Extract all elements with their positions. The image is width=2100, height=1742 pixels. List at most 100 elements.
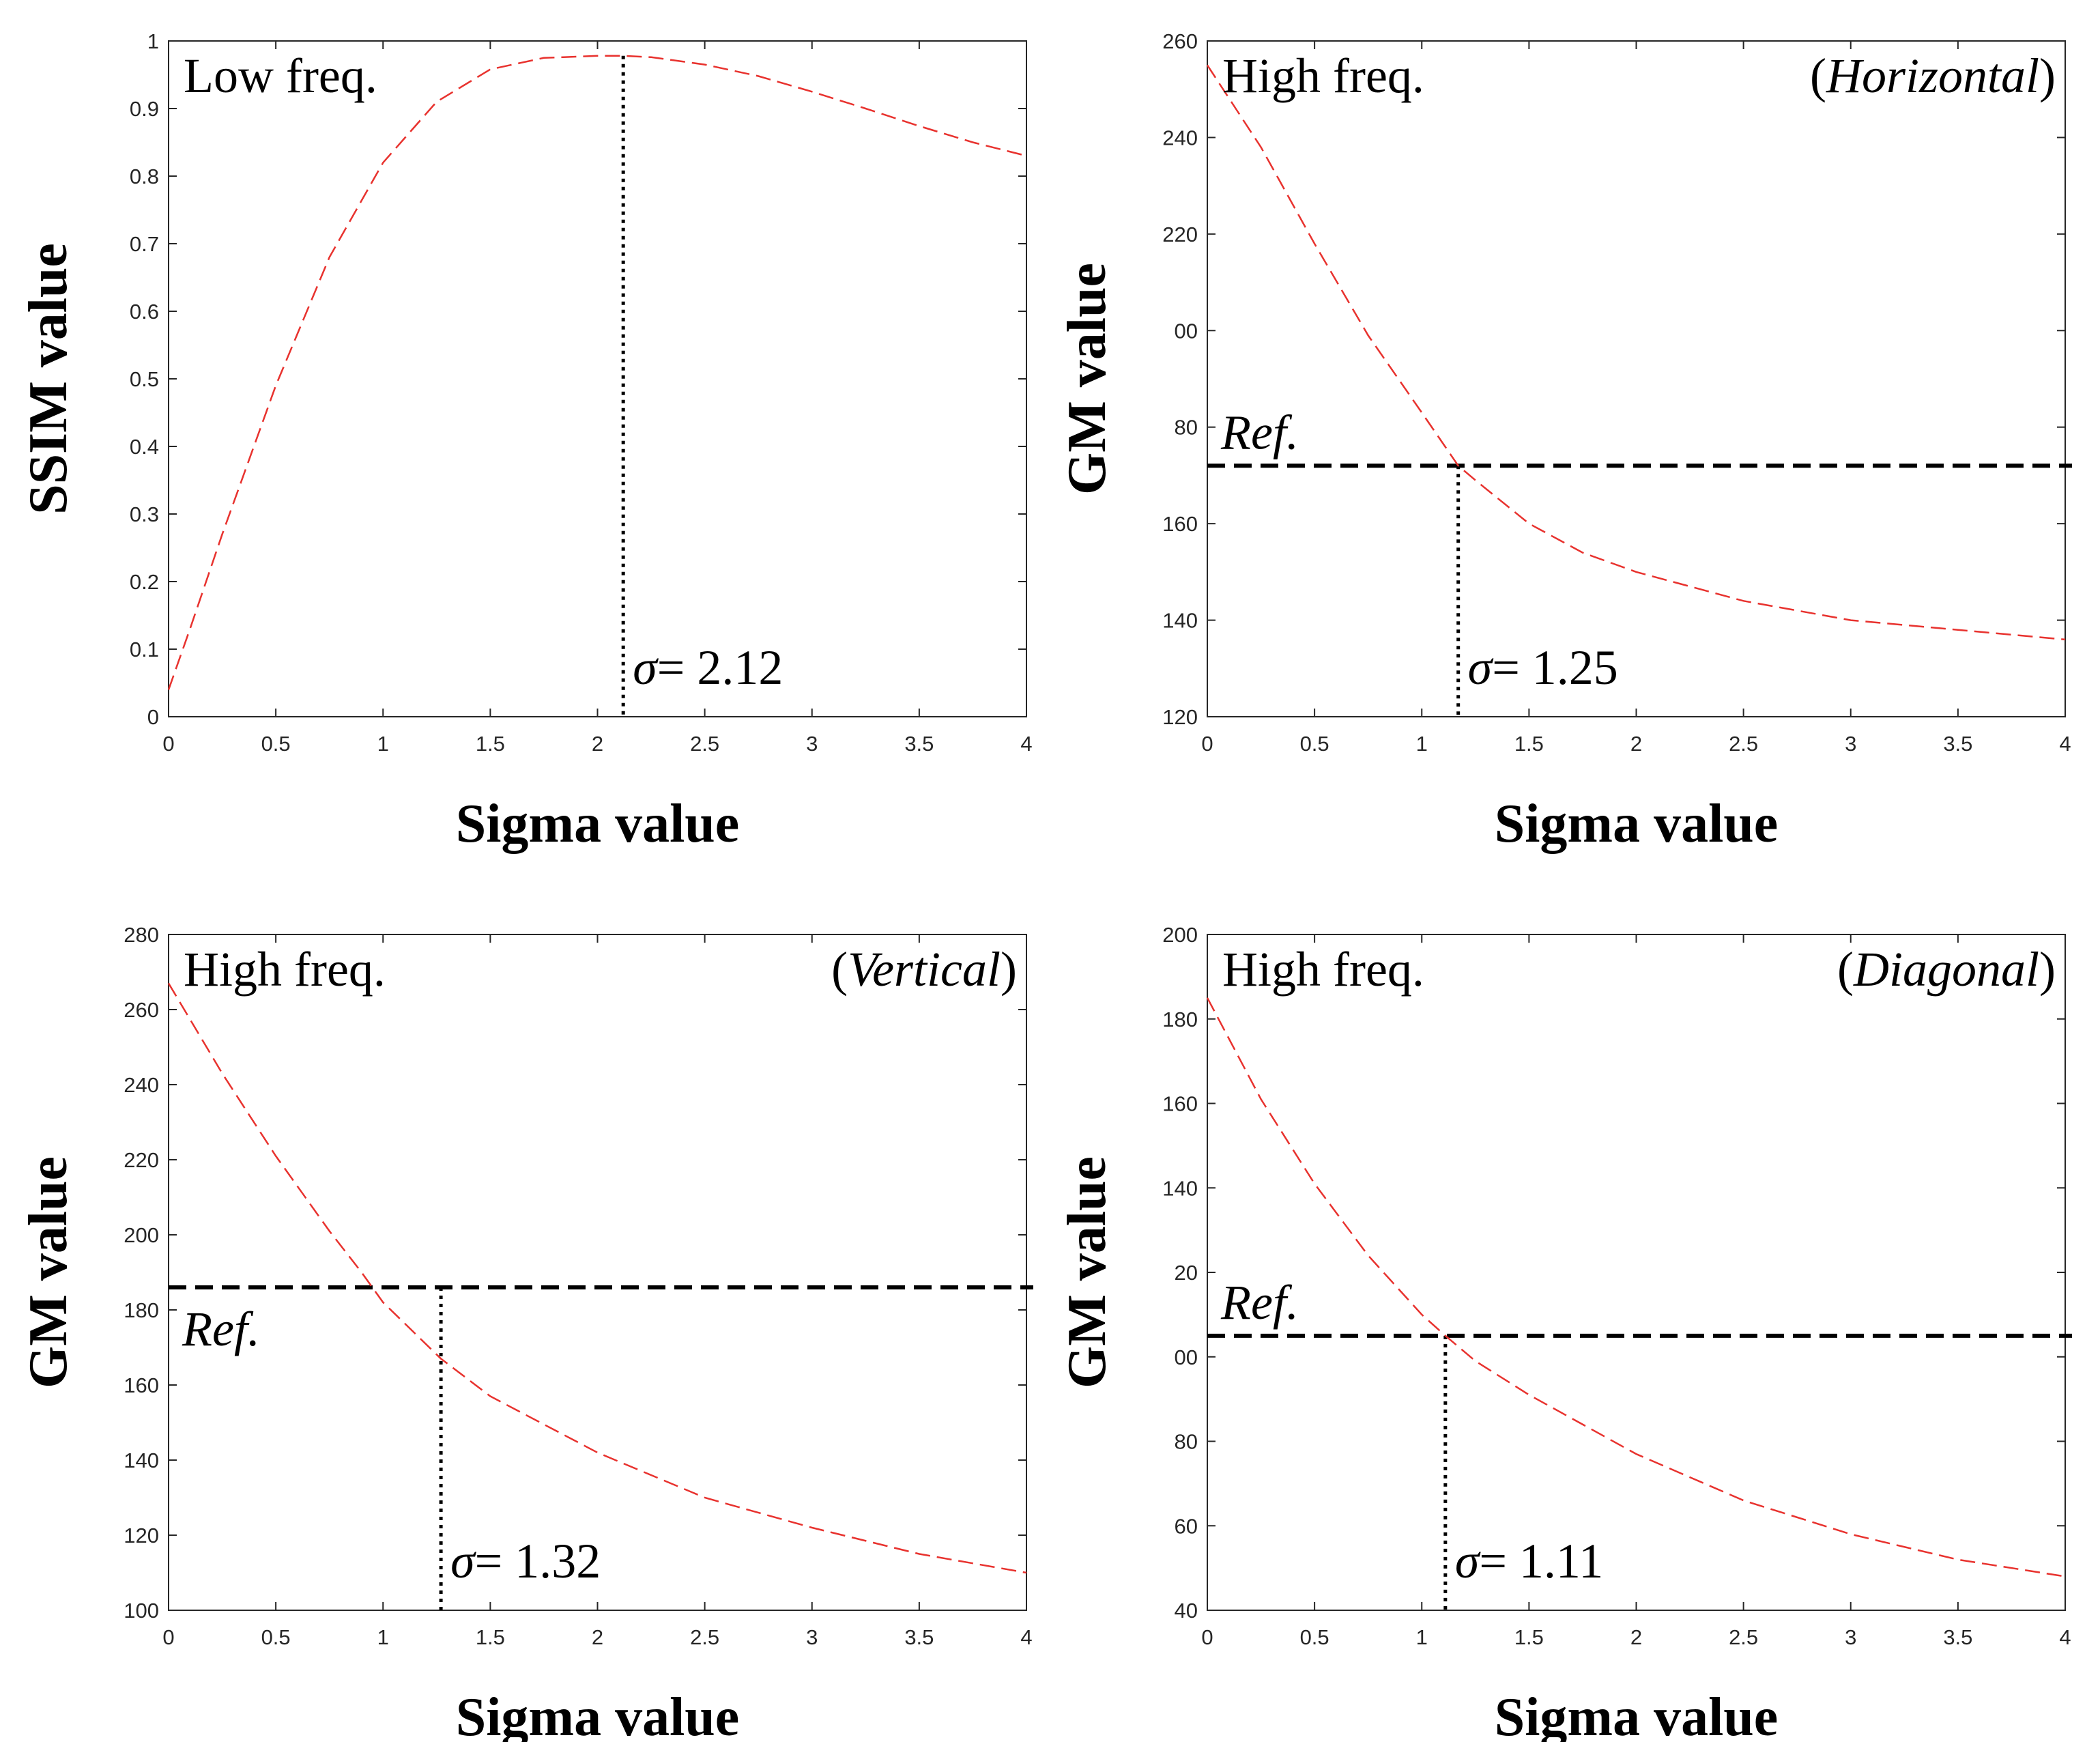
y-tick-label: 160: [1162, 512, 1198, 536]
x-tick-label: 4: [1020, 732, 1032, 756]
direction-close-paren: ): [2039, 942, 2056, 997]
sigma-symbol: σ: [450, 1534, 476, 1588]
chart-panel-bottom-right: 0 0.5 1 1.5 2 2.5 3 3.5 4 40 60 80 00 20 140 160 180 200 S…: [1057, 923, 2072, 1742]
sigma-label: σ= 2.12: [633, 640, 783, 695]
y-tick-label: 0.8: [130, 165, 159, 188]
x-tick-label: 3.5: [904, 1625, 934, 1649]
direction-label: (Vertical): [831, 942, 1017, 997]
y-tick-label: 20: [1175, 1261, 1198, 1285]
x-tick-label: 4: [1020, 1625, 1032, 1649]
reference-label: Ref.: [1220, 1275, 1299, 1330]
y-tick-label: 0.9: [130, 97, 159, 121]
x-tick-label: 1.5: [476, 732, 505, 756]
sigma-label: σ= 1.32: [450, 1534, 601, 1588]
x-tick-label: 2.5: [690, 1625, 719, 1649]
chart-panel-top-left: 0 0.5 1 1.5 2 2.5 3 3.5 4 0 0.1 0.2 0.3 0.4 0.5 0.6 0.7 0…: [18, 29, 1033, 854]
sigma-value: = 1.25: [1492, 640, 1618, 695]
x-tick-label: 2.5: [1729, 732, 1758, 756]
y-tick-label: 0: [147, 705, 159, 729]
sigma-symbol: σ: [1468, 640, 1494, 695]
x-axis-title: Sigma value: [1495, 1687, 1779, 1742]
y-tick-label: 00: [1175, 319, 1198, 343]
y-tick-label: 200: [1162, 923, 1198, 947]
x-axis-title: Sigma value: [456, 1687, 740, 1742]
y-tick-label: 40: [1175, 1599, 1198, 1623]
y-tick-label: 160: [124, 1373, 159, 1397]
direction-label: (Diagonal): [1837, 942, 2056, 997]
x-tick-label: 3: [1845, 1625, 1856, 1649]
y-axis-title: SSIM value: [18, 243, 78, 515]
y-tick-label: 0.4: [130, 435, 159, 459]
y-axis-title: GM value: [1057, 263, 1117, 495]
y-tick-label: 260: [124, 998, 159, 1022]
y-tick-label: 80: [1175, 416, 1198, 440]
x-axis-title: Sigma value: [1495, 794, 1779, 854]
y-tick-label: 1: [147, 29, 159, 53]
direction-name: Diagonal: [1853, 942, 2039, 997]
y-tick-label: 240: [124, 1073, 159, 1097]
chart-panel-top-right: 0 0.5 1 1.5 2 2.5 3 3.5 4 120 140 160 80 00 220 240 260 S…: [1057, 29, 2072, 854]
y-tick-label: 140: [1162, 1176, 1198, 1200]
x-tick-label: 0.5: [261, 732, 291, 756]
x-tick-label: 3.5: [1943, 1625, 1972, 1649]
y-tick-label: 240: [1162, 126, 1198, 149]
chart-panel-bottom-left: 0 0.5 1 1.5 2 2.5 3 3.5 4 100 120 140 160 180 200 220 24…: [18, 923, 1033, 1742]
direction-label: (Horizontal): [1810, 48, 2056, 103]
x-tick-label: 1.5: [1514, 1625, 1544, 1649]
plot-area: [1207, 40, 2066, 717]
y-tick-label: 0.3: [130, 502, 159, 526]
y-tick-label: 260: [1162, 29, 1198, 53]
x-tick-label: 1: [1416, 732, 1428, 756]
frequency-label: Low freq.: [184, 48, 377, 103]
x-tick-label: 1: [377, 732, 389, 756]
plot-area: [168, 40, 1027, 717]
plot-area: [1207, 934, 2066, 1611]
x-tick-label: 1: [377, 1625, 389, 1649]
direction-close-paren: ): [1001, 942, 1017, 997]
y-axis-title: GM value: [18, 1156, 78, 1388]
x-tick-label: 2: [1630, 732, 1642, 756]
series-line-0: [167, 982, 1027, 1574]
y-tick-label: 100: [124, 1599, 159, 1623]
y-tick-label: 220: [1162, 223, 1198, 246]
sigma-value: = 1.11: [1479, 1534, 1603, 1588]
y-tick-label: 180: [124, 1298, 159, 1322]
x-tick-label: 1.5: [476, 1625, 505, 1649]
direction-open-paren: (: [1837, 942, 1854, 997]
series-line-0: [1206, 64, 2066, 641]
x-tick-label: 0: [1201, 732, 1213, 756]
sigma-label: σ= 1.11: [1455, 1534, 1603, 1588]
x-tick-label: 2.5: [1729, 1625, 1758, 1649]
y-tick-label: 0.6: [130, 300, 159, 324]
x-axis-title: Sigma value: [456, 794, 740, 854]
x-tick-label: 3: [1845, 732, 1856, 756]
x-tick-label: 2: [592, 1625, 603, 1649]
direction-name: Horizontal: [1826, 48, 2039, 103]
direction-name: Vertical: [848, 942, 1001, 997]
y-tick-label: 0.7: [130, 232, 159, 256]
direction-close-paren: ): [2039, 48, 2056, 103]
frequency-label: High freq.: [1222, 942, 1424, 997]
y-tick-label: 0.2: [130, 570, 159, 594]
x-tick-label: 0.5: [1300, 1625, 1329, 1649]
x-tick-label: 2: [592, 732, 603, 756]
y-tick-label: 80: [1175, 1430, 1198, 1454]
sigma-symbol: σ: [1455, 1534, 1481, 1588]
y-tick-label: 120: [1162, 705, 1198, 729]
x-tick-label: 1: [1416, 1625, 1428, 1649]
y-tick-label: 120: [124, 1524, 159, 1547]
sigma-label: σ= 1.25: [1468, 640, 1618, 695]
x-tick-label: 0: [162, 1625, 174, 1649]
plot-area: [168, 934, 1027, 1611]
reference-label: Ref.: [182, 1302, 260, 1356]
y-tick-label: 140: [124, 1448, 159, 1472]
y-tick-label: 220: [124, 1148, 159, 1172]
direction-open-paren: (: [831, 942, 848, 997]
y-tick-label: 140: [1162, 609, 1198, 633]
x-tick-label: 4: [2059, 732, 2071, 756]
x-tick-label: 0.5: [261, 1625, 291, 1649]
y-tick-label: 60: [1175, 1514, 1198, 1538]
x-tick-label: 2.5: [690, 732, 719, 756]
x-tick-label: 3: [806, 1625, 818, 1649]
